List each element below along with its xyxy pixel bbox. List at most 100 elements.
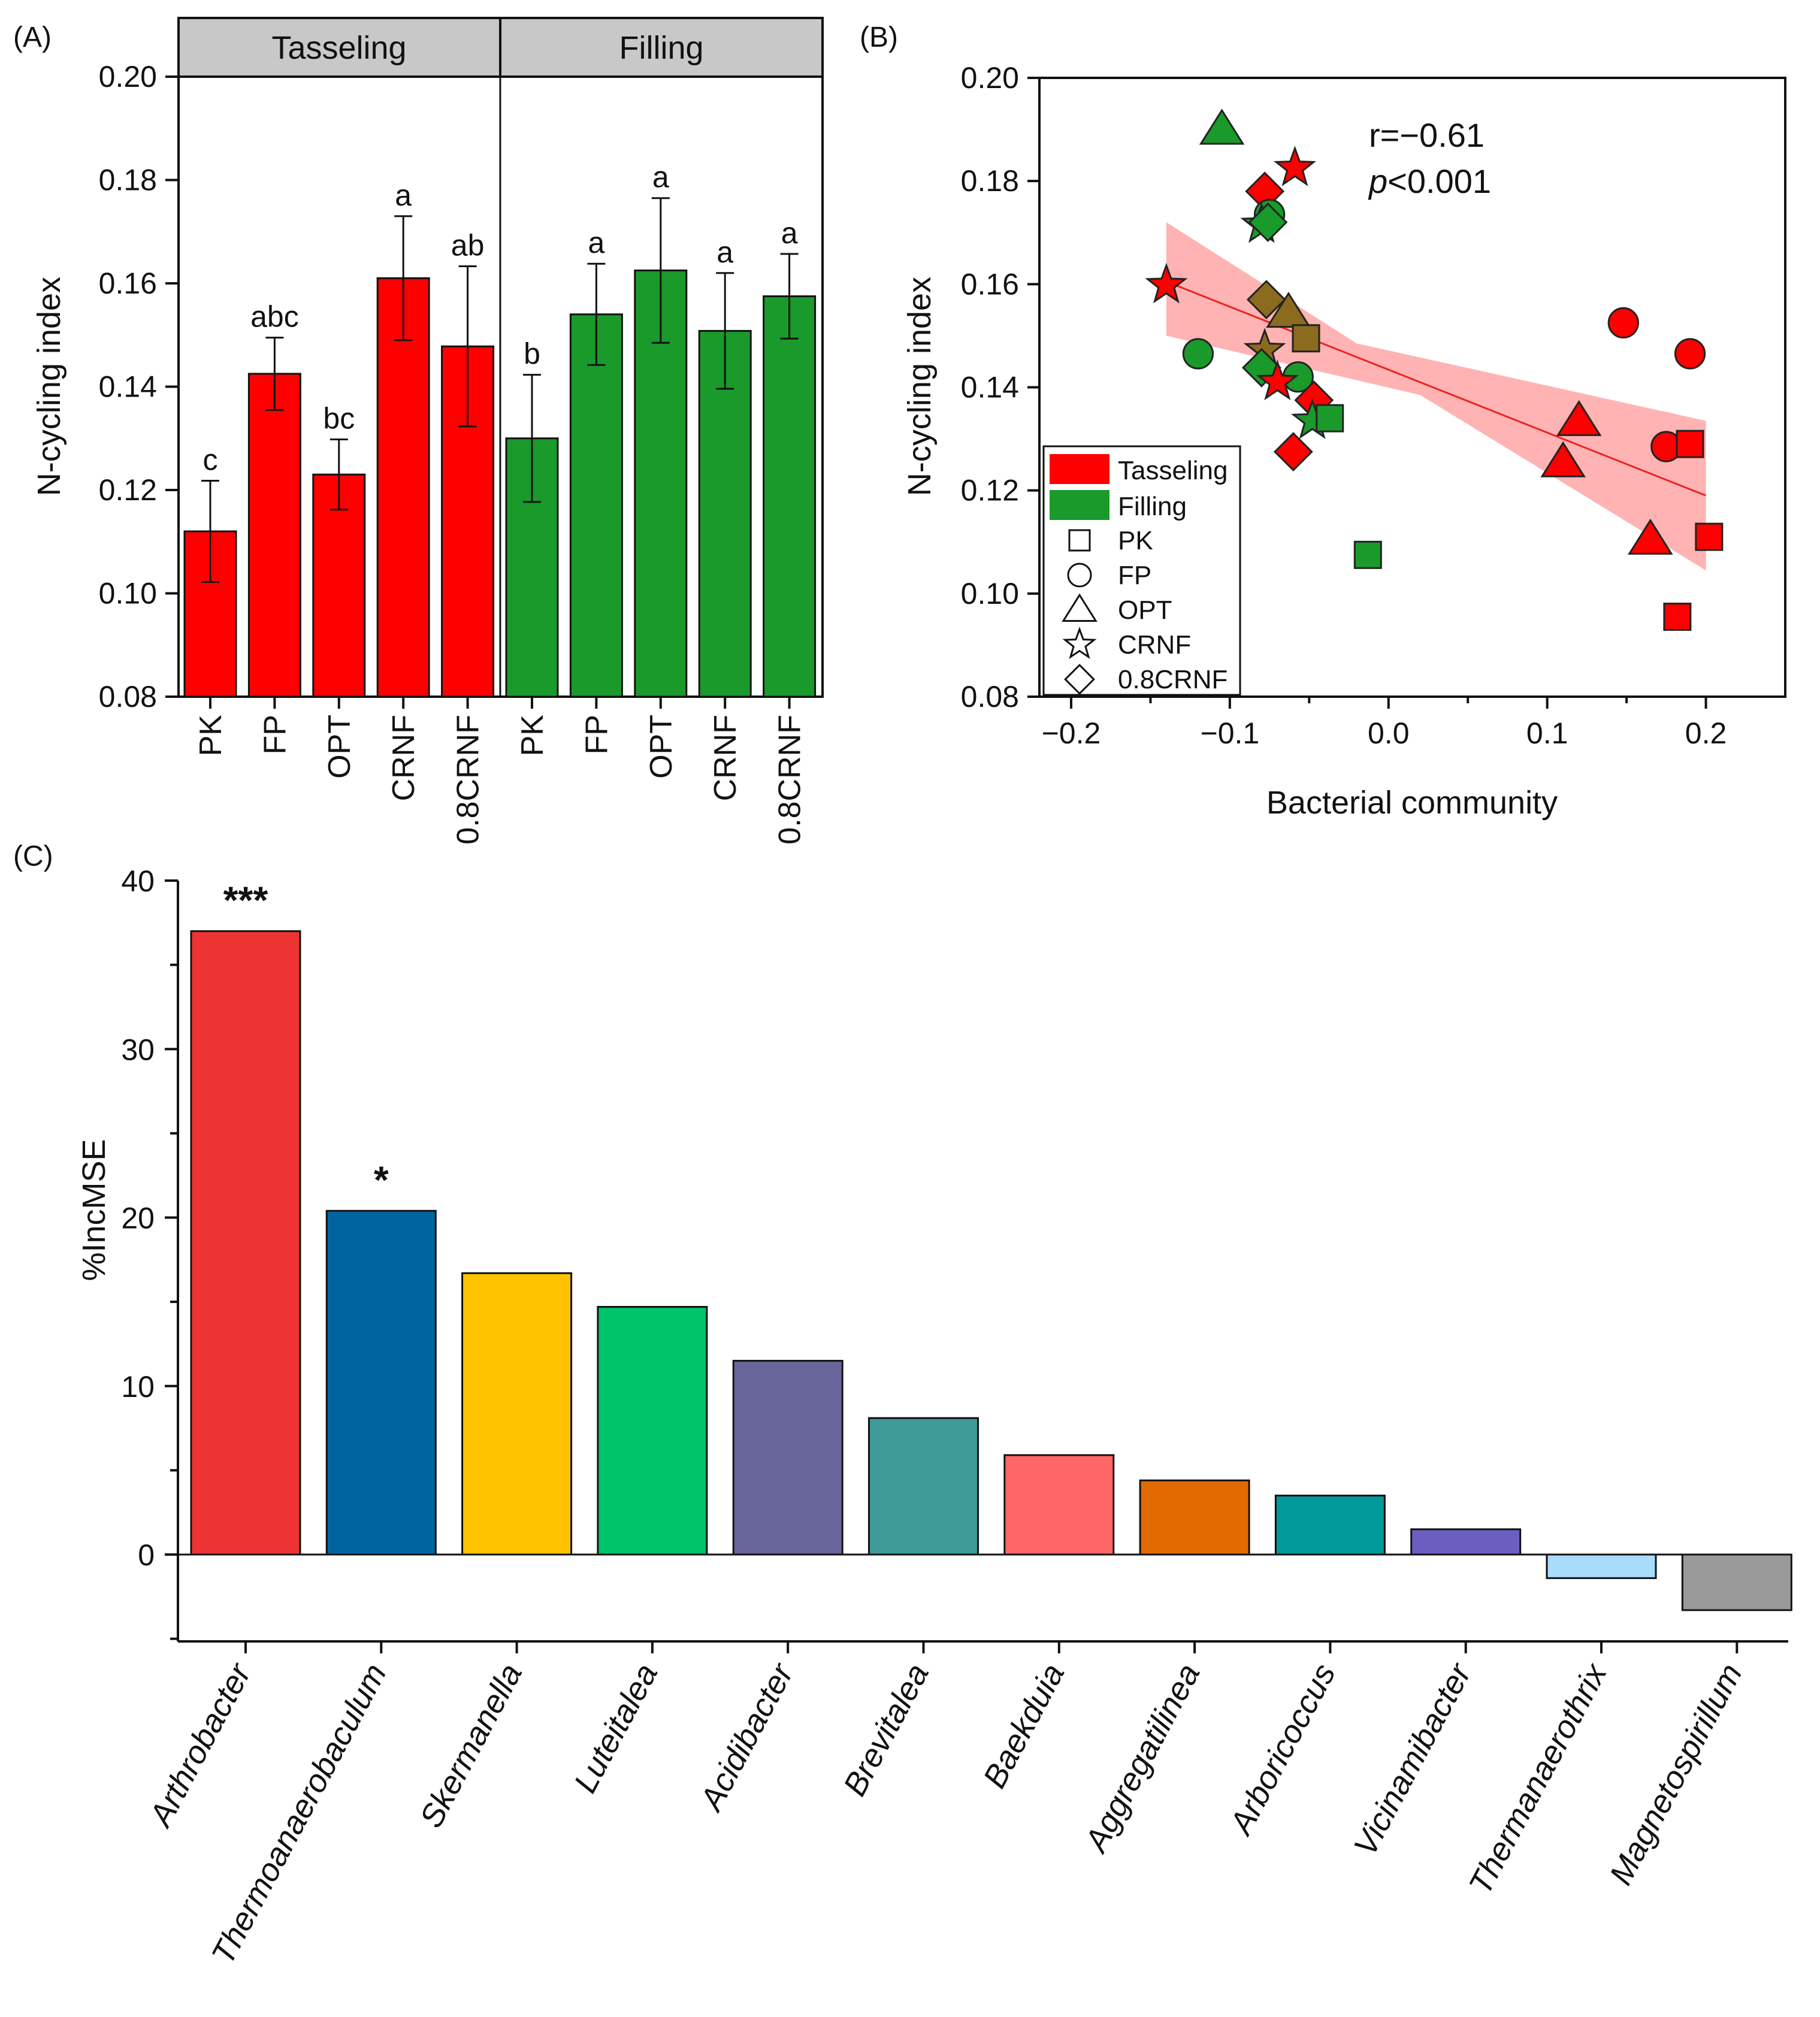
point-tasseling-triangle bbox=[1628, 518, 1673, 555]
point-tasseling-square bbox=[1663, 603, 1692, 631]
legend-shape-circle bbox=[1067, 563, 1092, 588]
legend-shape-diamond bbox=[1064, 664, 1095, 695]
genus-label: Arthrobacter bbox=[142, 1657, 259, 1834]
panel-b-y-tick-label: 0.14 bbox=[961, 371, 1019, 404]
significance-stars: *** bbox=[223, 878, 268, 921]
legend-shape-star bbox=[1062, 627, 1097, 660]
significance-letter: b bbox=[524, 337, 540, 371]
panel-b-points bbox=[1145, 108, 1724, 631]
significance-letter: c bbox=[203, 443, 218, 476]
panel-b-x-tick-label: −0.1 bbox=[1201, 716, 1260, 750]
significance-letter: a bbox=[652, 161, 669, 194]
panel-c-y-tick-label: 20 bbox=[121, 1202, 155, 1235]
point-tasseling-circle bbox=[1607, 307, 1639, 339]
panel-b-x-tick-label: 0.1 bbox=[1526, 716, 1568, 750]
correlation-r: r=−0.61 bbox=[1369, 116, 1485, 154]
panel-b-x-axis: −0.2 −0.1 0.0 0.1 0.2 bbox=[1042, 697, 1727, 750]
panel-a-y-tick-label: 0.10 bbox=[99, 577, 157, 610]
regression-ci-band bbox=[1166, 222, 1706, 571]
legend-label-filling: Filling bbox=[1118, 492, 1187, 521]
bar-skermanella bbox=[461, 1272, 573, 1556]
panel-c-y-tick-label: 40 bbox=[121, 864, 155, 898]
point-overlap-square bbox=[1292, 324, 1320, 353]
legend-shape-square bbox=[1068, 529, 1091, 552]
significance-letter: bc bbox=[323, 401, 355, 435]
bar-arthrobacter bbox=[190, 930, 301, 1556]
point-tasseling-star bbox=[1273, 146, 1317, 186]
p-symbol: p bbox=[1368, 162, 1387, 200]
strip-tasseling bbox=[177, 17, 501, 78]
strip-tasseling-label: Tasseling bbox=[271, 30, 406, 66]
panel-b-y-axis: 0.08 0.10 0.12 0.14 0.16 0.18 0.20 bbox=[961, 61, 1039, 713]
panel-a-category-label: OPT bbox=[644, 715, 679, 779]
regression-line bbox=[1166, 280, 1707, 497]
panel-a-category-label: FP bbox=[258, 715, 292, 754]
panel-a-y-tick-label: 0.12 bbox=[99, 473, 157, 507]
panel-a-y-axis: 0.08 0.10 0.12 0.14 0.16 0.18 0.20 bbox=[99, 60, 179, 713]
legend-swatch-filling bbox=[1050, 490, 1109, 520]
legend-swatch-tasseling bbox=[1050, 454, 1109, 484]
point-tasseling-triangle bbox=[1540, 441, 1586, 477]
panel-a-category-label: PK bbox=[194, 715, 228, 757]
point-tasseling-diamond bbox=[1273, 432, 1313, 472]
significance-stars: * bbox=[374, 1158, 389, 1201]
panel-a-category-label: PK bbox=[515, 715, 550, 757]
panel-b-x-tick-label: 0.0 bbox=[1368, 716, 1410, 750]
strip-filling-label: Filling bbox=[619, 30, 703, 66]
panel-c-y-axis: 0 10 20 30 40 bbox=[121, 864, 178, 1640]
point-filling-square bbox=[1353, 540, 1382, 569]
panel-b-label: (B) bbox=[860, 22, 898, 53]
panel-b-y-tick-label: 0.12 bbox=[961, 474, 1019, 507]
bar-arboricoccus bbox=[1274, 1495, 1386, 1556]
regression-ci-band-group bbox=[1166, 222, 1707, 571]
bar-thermanaerothrix bbox=[1546, 1553, 1657, 1579]
p-value: <0.001 bbox=[1387, 162, 1491, 200]
panel-b-x-title: Bacterial community bbox=[1266, 785, 1558, 821]
point-filling-diamond bbox=[1248, 202, 1288, 242]
legend-label-tasseling: Tasseling bbox=[1118, 456, 1228, 485]
point-tasseling-square bbox=[1695, 522, 1724, 551]
genus-label: Acidibacter bbox=[693, 1657, 801, 1818]
panel-a-bars: c PK abc FP bc OPT a CRNF ab 0.8CRNF b PK a FP a OPT a CR… bbox=[183, 161, 817, 845]
genus-label: Luteitalea bbox=[567, 1658, 665, 1798]
significance-letter: a bbox=[588, 226, 604, 259]
genus-label: Aggregatilinea bbox=[1077, 1658, 1207, 1859]
significance-letter: abc bbox=[250, 300, 299, 334]
legend-shape-triangle bbox=[1062, 593, 1098, 622]
panel-a-y-tick-label: 0.14 bbox=[99, 370, 157, 404]
legend-label-pk: PK bbox=[1118, 526, 1153, 555]
legend-label-crnf: CRNF bbox=[1118, 630, 1191, 660]
bar-magnetospirillum bbox=[1681, 1553, 1792, 1611]
panel-c-y-tick-label: 10 bbox=[121, 1370, 155, 1404]
panel-c-y-tick-label: 30 bbox=[121, 1033, 155, 1066]
bar-brevitalea bbox=[868, 1417, 979, 1556]
point-filling-circle bbox=[1182, 338, 1214, 370]
panel-a: (A) Tasseling Filling 0.080.100.120.140.… bbox=[13, 17, 824, 845]
bar-acidibacter bbox=[732, 1360, 844, 1556]
panel-b-y-tick-label: 0.08 bbox=[961, 680, 1019, 713]
strip-filling bbox=[499, 17, 824, 78]
bar-vicinamibacter bbox=[1410, 1528, 1522, 1556]
panel-a-y-tick-label: 0.20 bbox=[99, 60, 157, 93]
bar-filling-crnf bbox=[698, 329, 752, 698]
panel-a-category-label: 0.8CRNF bbox=[773, 715, 808, 845]
point-tasseling-star bbox=[1145, 262, 1188, 304]
genus-label: Skermanella bbox=[413, 1658, 529, 1833]
legend-label-08crnf: 0.8CRNF bbox=[1118, 665, 1228, 694]
panel-c-y-title: %IncMSE bbox=[76, 1139, 112, 1281]
panel-a-category-label: CRNF bbox=[386, 715, 421, 801]
bar-tasseling-fp bbox=[247, 373, 301, 698]
panel-b-x-tick-label: −0.2 bbox=[1042, 716, 1101, 750]
panel-a-category-label: FP bbox=[579, 715, 614, 754]
legend-shape-keys bbox=[1062, 529, 1098, 695]
panel-a-y-tick-label: 0.18 bbox=[99, 164, 157, 197]
bar-thermoanaerobaculum bbox=[325, 1209, 437, 1556]
bar-luteitalea bbox=[597, 1306, 708, 1556]
genus-label: Brevitalea bbox=[836, 1658, 936, 1801]
point-filling-square bbox=[1316, 404, 1344, 433]
genus-label: Thermanaerothrix bbox=[1462, 1657, 1615, 1900]
legend-label-fp: FP bbox=[1118, 561, 1151, 590]
panel-a-y-tick-label: 0.16 bbox=[99, 267, 157, 300]
